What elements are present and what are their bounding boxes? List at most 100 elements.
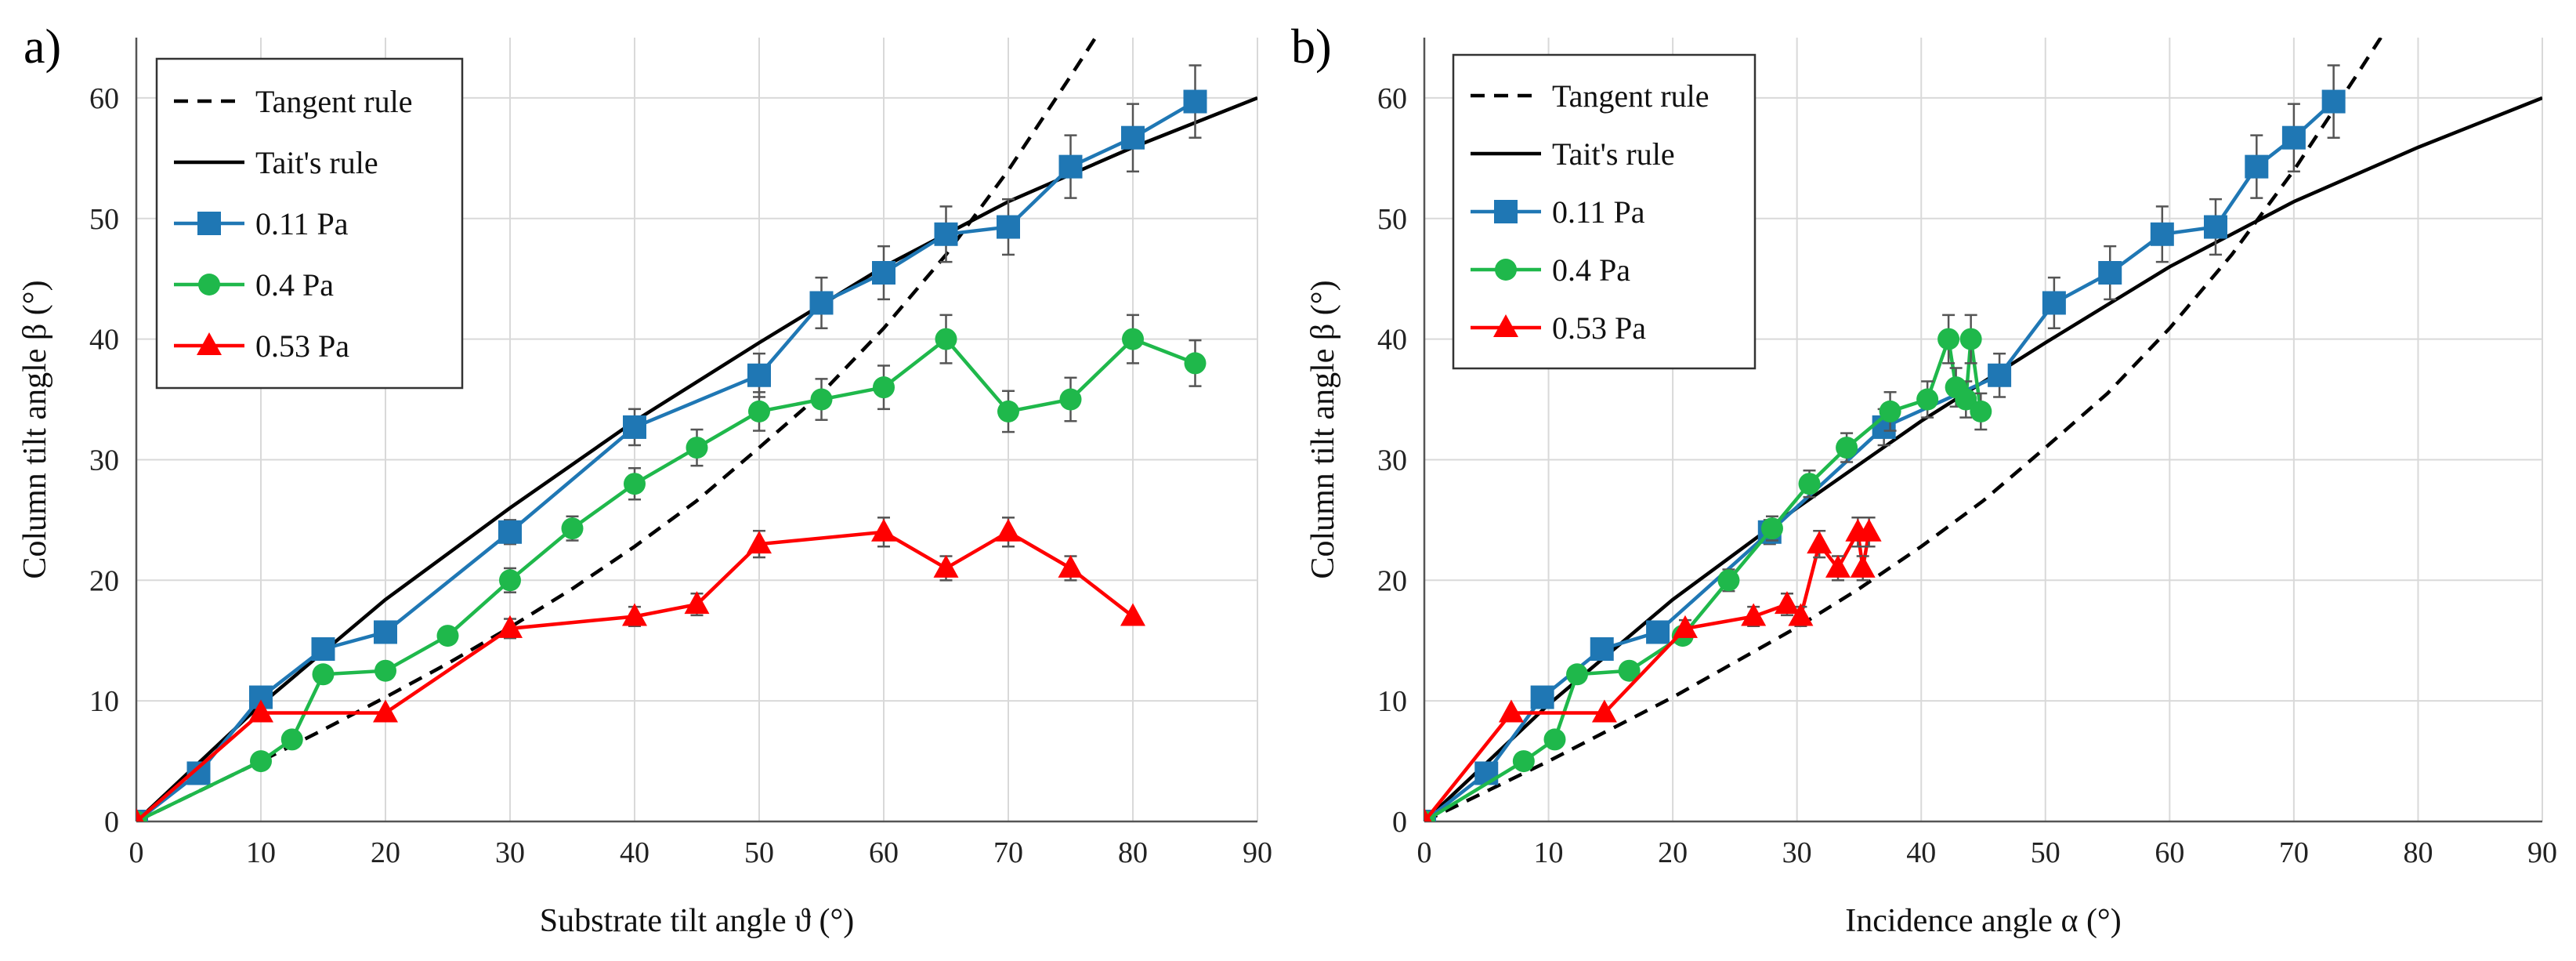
data-point bbox=[747, 531, 772, 554]
x-tick-label: 20 bbox=[371, 836, 400, 869]
y-tick-label: 50 bbox=[1377, 203, 1407, 236]
data-point bbox=[1774, 591, 1800, 615]
y-tick-label: 0 bbox=[104, 806, 119, 839]
data-point bbox=[623, 415, 646, 439]
data-point bbox=[1121, 125, 1145, 150]
data-point bbox=[499, 569, 521, 592]
data-point bbox=[1717, 569, 1740, 592]
data-point bbox=[1122, 328, 1144, 350]
data-point bbox=[933, 554, 959, 578]
data-point bbox=[1672, 615, 1698, 638]
legend: Tangent rule Tait's rule 0.11 Pa 0.4 Pa 0.53… bbox=[155, 57, 464, 390]
series-tangent-rule bbox=[1424, 38, 2382, 821]
data-point bbox=[2203, 215, 2227, 239]
data-point bbox=[997, 400, 1019, 422]
data-point bbox=[2042, 291, 2066, 315]
plot-area bbox=[1424, 38, 2542, 821]
y-tick-label: 20 bbox=[89, 564, 119, 597]
data-point bbox=[809, 291, 834, 315]
data-point bbox=[1424, 808, 1432, 821]
data-point bbox=[1058, 554, 1084, 578]
data-point bbox=[1543, 728, 1566, 751]
plot-area bbox=[136, 38, 1257, 821]
panel-label: a) bbox=[24, 20, 61, 74]
legend-label: Tangent rule bbox=[1552, 78, 1709, 114]
legend-marker bbox=[1494, 200, 1518, 223]
x-tick-label: 20 bbox=[1658, 836, 1688, 869]
data-point bbox=[248, 699, 273, 723]
x-tick-label: 30 bbox=[1782, 836, 1812, 869]
y-axis-label: Column tilt angle β (°) bbox=[1305, 280, 1341, 578]
data-point bbox=[1058, 154, 1083, 179]
data-point bbox=[497, 615, 523, 638]
data-point bbox=[1184, 352, 1207, 375]
x-tick-label: 40 bbox=[1906, 836, 1936, 869]
data-point bbox=[1788, 603, 1814, 626]
data-point bbox=[684, 591, 710, 615]
data-point bbox=[280, 728, 303, 751]
x-tick-label: 30 bbox=[495, 836, 525, 869]
x-tick-label: 50 bbox=[2031, 836, 2060, 869]
chart-panel-a: 0 10 20 30 40 50 60 70 80 90 0 10 20 30 40 50 60 Substrat… bbox=[17, 20, 1272, 939]
x-tick-label: 70 bbox=[993, 836, 1023, 869]
x-tick-label: 40 bbox=[620, 836, 649, 869]
data-point bbox=[136, 808, 144, 821]
data-point bbox=[1530, 685, 1554, 709]
data-point bbox=[2098, 261, 2122, 285]
data-point bbox=[1959, 328, 1982, 350]
x-tick-label: 50 bbox=[744, 836, 774, 869]
data-point bbox=[747, 363, 771, 387]
legend-label: 0.4 Pa bbox=[255, 267, 334, 303]
data-point bbox=[1741, 603, 1767, 626]
data-point bbox=[997, 215, 1020, 239]
data-point bbox=[1474, 761, 1499, 785]
data-point bbox=[1937, 328, 1960, 350]
series-0-53-pa bbox=[1424, 517, 1882, 821]
x-tick-label: 90 bbox=[2527, 836, 2557, 869]
legend-marker bbox=[198, 274, 220, 296]
data-point bbox=[810, 388, 833, 411]
data-point bbox=[872, 261, 895, 285]
data-point bbox=[1646, 620, 1670, 644]
y-tick-label: 40 bbox=[89, 324, 119, 357]
series-0-11-pa bbox=[1424, 64, 2346, 821]
data-point bbox=[498, 520, 522, 544]
data-point bbox=[1183, 89, 1207, 114]
y-tick-label: 40 bbox=[1377, 324, 1407, 357]
data-point bbox=[1807, 531, 1833, 554]
legend-marker bbox=[197, 212, 221, 235]
data-point bbox=[622, 603, 647, 626]
data-point bbox=[436, 625, 459, 647]
legend-label: Tangent rule bbox=[255, 84, 412, 119]
series-0-53-pa bbox=[136, 517, 1145, 821]
series-0-4-pa bbox=[136, 314, 1207, 821]
data-point bbox=[1836, 437, 1858, 459]
x-tick-label: 60 bbox=[2155, 836, 2184, 869]
series-line bbox=[1424, 38, 2382, 821]
x-tick-label: 90 bbox=[1243, 836, 1272, 869]
data-point bbox=[1760, 517, 1783, 540]
data-point bbox=[1988, 363, 2012, 387]
series-line bbox=[136, 38, 1098, 821]
data-point bbox=[624, 473, 646, 495]
x-axis-label: Substrate tilt angle ϑ (°) bbox=[540, 903, 855, 939]
x-tick-label: 10 bbox=[1534, 836, 1564, 869]
data-point bbox=[374, 620, 397, 644]
legend-label: Tait's rule bbox=[255, 145, 378, 180]
data-point bbox=[996, 518, 1021, 542]
legend-label: 0.11 Pa bbox=[255, 206, 349, 241]
data-point bbox=[934, 222, 958, 246]
y-tick-label: 50 bbox=[89, 203, 119, 236]
y-tick-label: 10 bbox=[89, 685, 119, 718]
data-point bbox=[1512, 750, 1535, 773]
data-point bbox=[312, 663, 335, 686]
data-point bbox=[1955, 388, 1977, 411]
data-point bbox=[1850, 554, 1876, 578]
panel-label: b) bbox=[1291, 20, 1332, 74]
legend-marker bbox=[197, 332, 222, 355]
y-axis-label: Column tilt angle β (°) bbox=[17, 280, 53, 578]
series-0-11-pa bbox=[136, 64, 1207, 821]
data-point bbox=[1566, 663, 1589, 686]
y-tick-label: 30 bbox=[89, 444, 119, 477]
